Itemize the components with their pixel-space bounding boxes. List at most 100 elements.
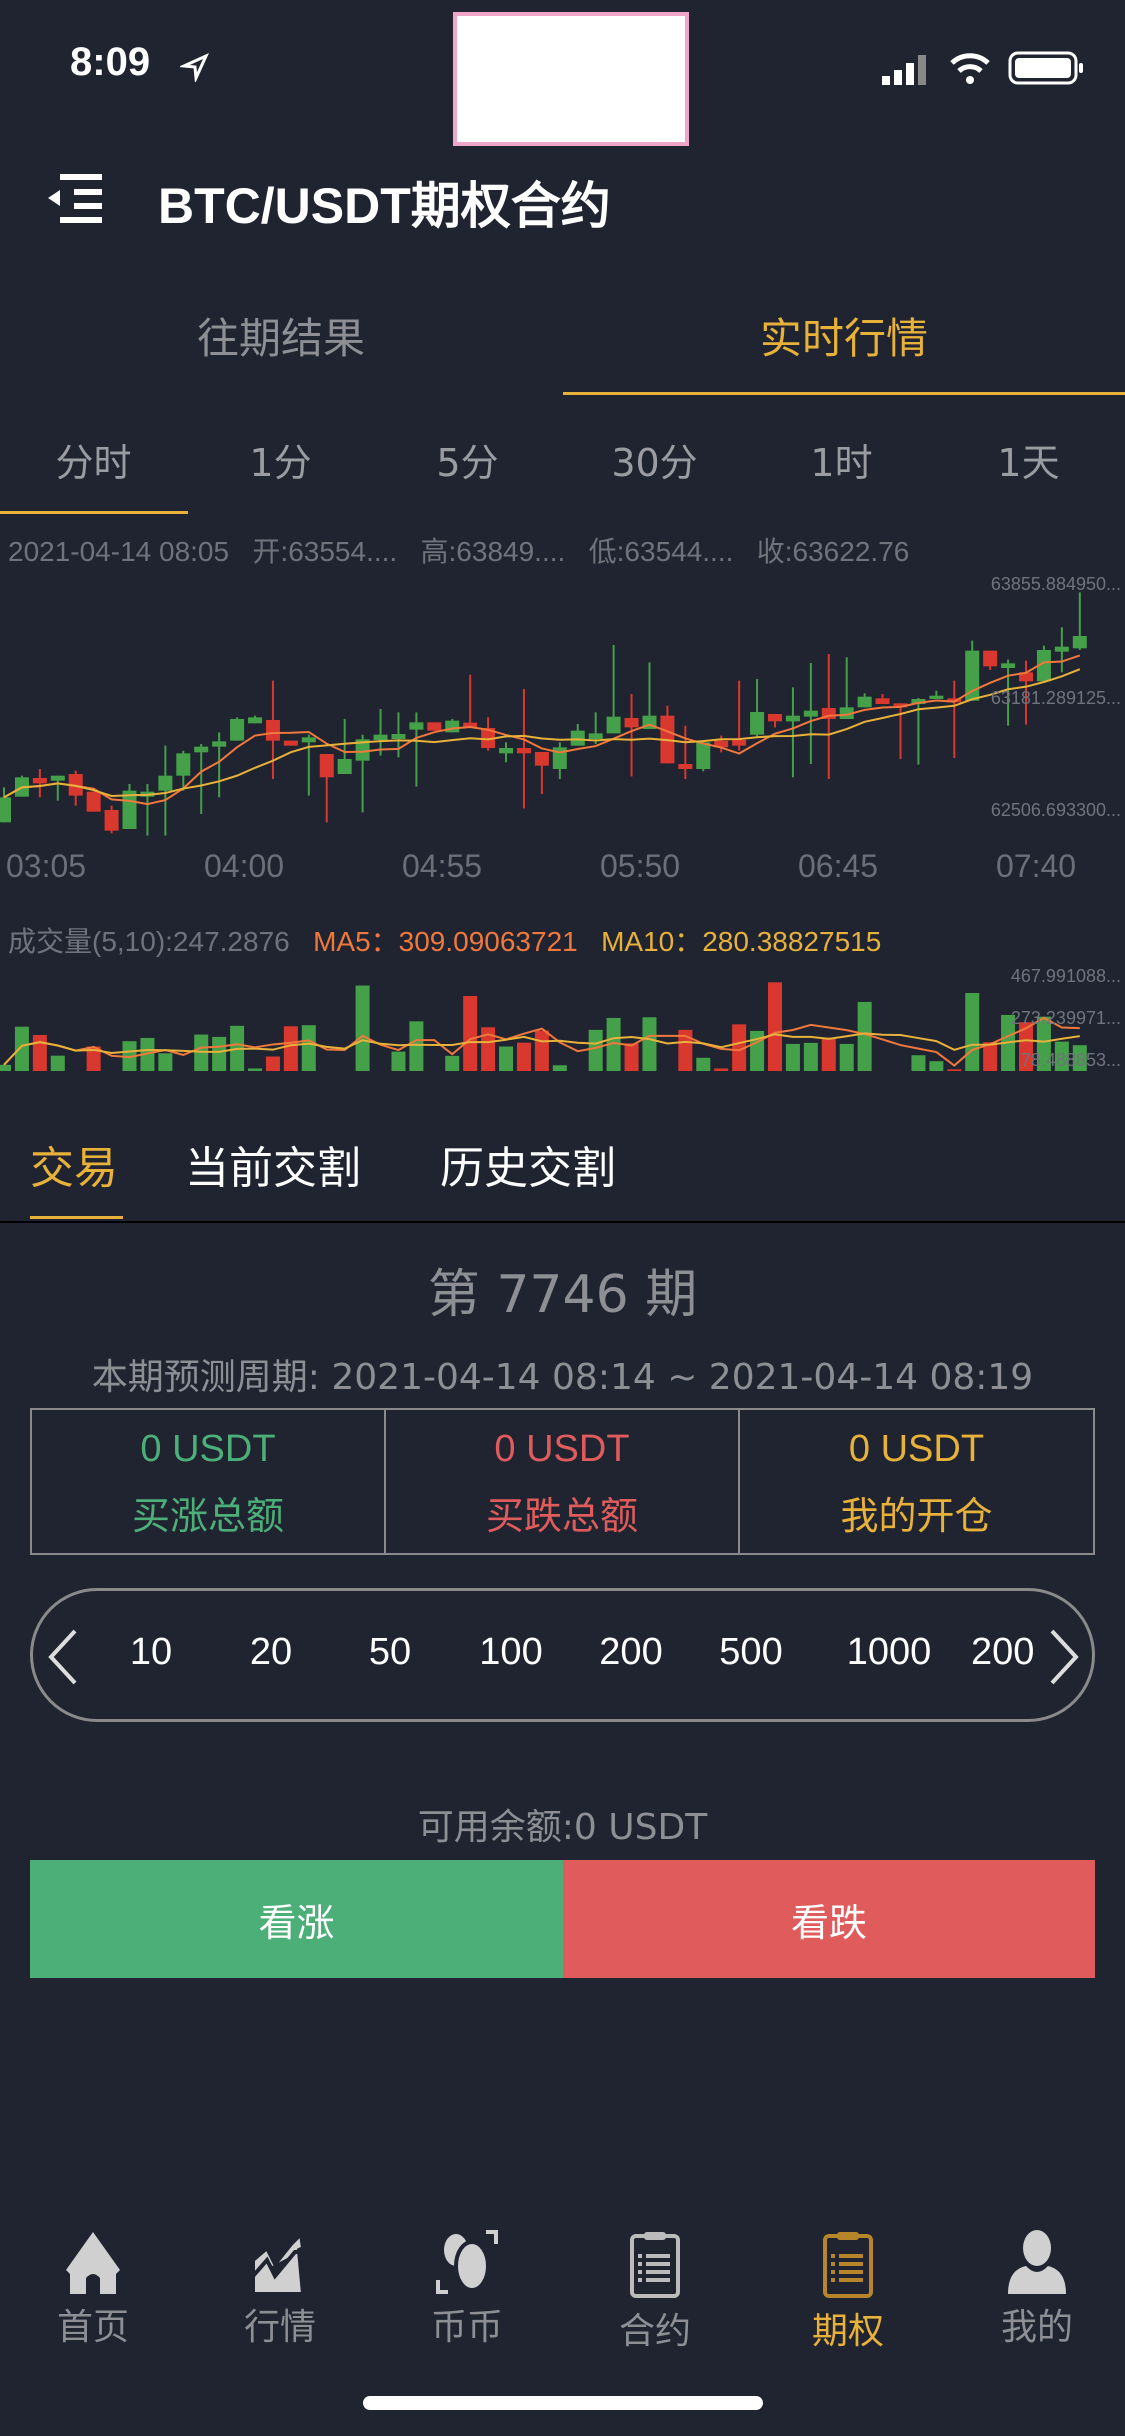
candle-body <box>1019 672 1034 682</box>
clipboard-icon <box>823 2232 873 2298</box>
volume-bar <box>1072 1045 1087 1071</box>
time-tab-1m[interactable]: 1分 <box>249 441 312 485</box>
nav-contract[interactable]: 合约 <box>575 2230 735 2354</box>
price-axis-label: 62506.693300... <box>990 800 1121 820</box>
candle-body <box>427 722 442 731</box>
nav-home[interactable]: 首页 <box>13 2230 173 2350</box>
volume-bar <box>355 985 370 1071</box>
volume-bar <box>32 1034 47 1071</box>
candle-body <box>714 740 729 748</box>
candle-body <box>624 718 639 728</box>
candle-body <box>194 746 209 753</box>
volume-bar <box>803 1042 818 1071</box>
tab-past-results[interactable]: 往期结果 <box>196 314 365 363</box>
tab-live-market[interactable]: 实时行情 <box>759 314 928 363</box>
summary-buy-down: 0 USDT 买跌总额 <box>386 1410 740 1553</box>
volume-label: 成交量(5,10):247.2876 <box>8 926 290 957</box>
volume-bar <box>552 1065 567 1071</box>
candle-body <box>732 740 747 746</box>
candle-body <box>965 650 980 701</box>
nav-label: 行情 <box>243 2307 316 2348</box>
candle-body <box>86 791 101 812</box>
status-time: 8:09 <box>70 40 151 84</box>
volume-bar <box>839 1043 854 1071</box>
volume-bar <box>696 1057 711 1071</box>
amount-selector: 10 20 50 100 200 500 1000 200 <box>30 1588 1095 1722</box>
volume-bar <box>606 1017 621 1071</box>
buy-down-button[interactable]: 看跌 <box>563 1860 1095 1978</box>
candle-body <box>463 722 478 728</box>
volume-bar <box>0 1064 11 1071</box>
candle-body <box>750 712 765 735</box>
price-ma10-line <box>3 668 1081 799</box>
nav-spot[interactable]: 币币 <box>387 2230 547 2350</box>
candle-body <box>283 740 298 746</box>
volume-bar <box>301 1025 316 1071</box>
volume-ma10: MA10：280.38827515 <box>601 926 882 957</box>
candle-body <box>696 742 711 769</box>
chevron-left-icon[interactable] <box>45 1629 81 1685</box>
amount-option[interactable]: 1000 <box>846 1631 932 1673</box>
tab-history-delivery[interactable]: 历史交割 <box>440 1143 616 1194</box>
volume-bar <box>767 982 782 1071</box>
info-open: 开:63554.... <box>252 536 398 567</box>
volume-ma10-line <box>3 1032 1080 1066</box>
nav-label: 期权 <box>811 2311 884 2352</box>
amount-option[interactable]: 200 <box>599 1631 663 1673</box>
chevron-right-icon[interactable] <box>1046 1629 1082 1685</box>
tab-current-delivery[interactable]: 当前交割 <box>185 1143 361 1194</box>
nav-label: 首页 <box>56 2307 129 2348</box>
price-axis-label: 63855.884950... <box>990 574 1121 594</box>
summary-value: 0 USDT <box>848 1428 985 1470</box>
volume-bar <box>409 1021 424 1071</box>
volume-bar <box>929 1061 944 1071</box>
candle-body <box>911 699 926 704</box>
candle-body <box>1036 650 1051 682</box>
nav-profile[interactable]: 我的 <box>957 2230 1117 2350</box>
candle-body <box>68 774 83 796</box>
period-range: 本期预测周期: 2021-04-14 08:14 ~ 2021-04-14 08… <box>91 1357 1034 1398</box>
volume-bar <box>86 1046 101 1071</box>
volume-bar <box>588 1029 603 1071</box>
info-high: 高:63849.... <box>420 536 566 567</box>
candle-body <box>319 754 334 778</box>
volume-bar <box>642 1017 657 1071</box>
summary-table: 0 USDT 买涨总额 0 USDT 买跌总额 0 USDT 我的开仓 <box>30 1408 1095 1555</box>
tab-trade[interactable]: 交易 <box>30 1143 118 1194</box>
amount-option[interactable]: 10 <box>129 1631 173 1673</box>
volume-bar <box>1019 1022 1034 1071</box>
candle-body <box>570 730 585 746</box>
candle-body <box>875 698 890 704</box>
volume-bar <box>212 1036 227 1071</box>
nav-market[interactable]: 行情 <box>200 2230 360 2350</box>
menu-collapse-icon[interactable] <box>46 170 104 226</box>
time-tab-realtime[interactable]: 分时 <box>55 441 132 485</box>
time-tab-30m[interactable]: 30分 <box>611 441 698 485</box>
candle-body <box>355 739 370 761</box>
volume-bar <box>516 1042 531 1071</box>
home-indicator <box>363 2396 763 2410</box>
amount-option[interactable]: 200 <box>971 1631 1035 1673</box>
candle-body <box>373 734 388 740</box>
candlestick-chart[interactable] <box>0 0 1125 1100</box>
time-tab-5m[interactable]: 5分 <box>436 441 499 485</box>
user-icon <box>1008 2230 1066 2294</box>
volume-bar <box>50 1055 65 1071</box>
volume-header: 成交量(5,10):247.2876 MA5：309.09063721 MA10… <box>8 920 881 960</box>
amount-option[interactable]: 20 <box>249 1631 293 1673</box>
time-tab-1h[interactable]: 1时 <box>810 441 873 485</box>
amount-option[interactable]: 500 <box>719 1631 783 1673</box>
nav-options[interactable]: 期权 <box>768 2230 928 2354</box>
volume-axis-label: 467.991088... <box>1010 966 1121 986</box>
volume-ma5-line <box>3 1016 1080 1067</box>
candle-body <box>248 717 263 724</box>
volume-ma5: MA5：309.09063721 <box>313 926 578 957</box>
time-tab-1d[interactable]: 1天 <box>997 441 1060 485</box>
volume-bar <box>732 1024 747 1071</box>
amount-option[interactable]: 100 <box>479 1631 543 1673</box>
info-close: 收:63622.76 <box>756 536 910 567</box>
amount-option[interactable]: 50 <box>368 1631 412 1673</box>
buy-up-button[interactable]: 看涨 <box>30 1860 563 1978</box>
overlay-box <box>453 12 689 146</box>
clipboard-icon <box>630 2232 680 2298</box>
